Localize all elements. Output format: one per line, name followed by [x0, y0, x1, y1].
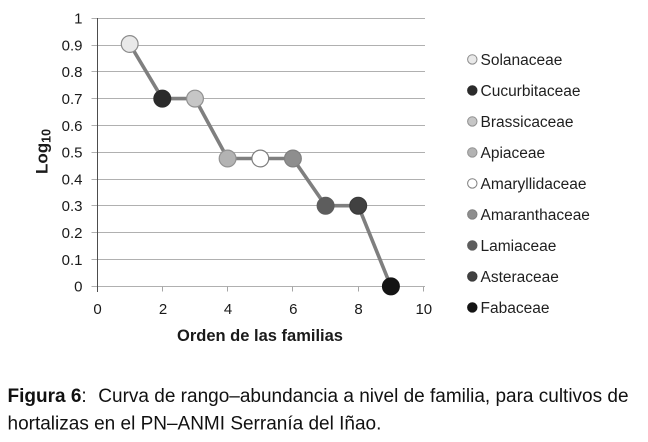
- svg-text:2: 2: [159, 301, 167, 318]
- svg-text:0.1: 0.1: [62, 252, 83, 269]
- svg-text:hortalizas en el PN–ANMI Serra: hortalizas en el PN–ANMI Serranía del Iñ…: [8, 414, 382, 435]
- svg-text:4: 4: [224, 301, 232, 318]
- svg-text:0: 0: [93, 301, 101, 318]
- svg-text:0.8: 0.8: [62, 64, 83, 81]
- svg-text:0.6: 0.6: [62, 118, 83, 135]
- svg-text:Log10: Log10: [33, 129, 54, 174]
- svg-text:0.2: 0.2: [62, 225, 83, 242]
- svg-text:8: 8: [354, 301, 362, 318]
- svg-text:10: 10: [415, 301, 432, 318]
- svg-text:Fabaceae: Fabaceae: [481, 300, 550, 317]
- svg-text:0.9: 0.9: [62, 37, 83, 54]
- svg-text:Brassicaceae: Brassicaceae: [481, 114, 574, 131]
- svg-text:0.7: 0.7: [62, 91, 83, 108]
- svg-text:1: 1: [74, 11, 82, 28]
- svg-text:Asteraceae: Asteraceae: [481, 269, 559, 286]
- svg-text:Lamiaceae: Lamiaceae: [481, 238, 557, 255]
- svg-text:0.3: 0.3: [62, 198, 83, 215]
- svg-text:Cucurbitaceae: Cucurbitaceae: [481, 83, 581, 100]
- svg-text:Solanaceae: Solanaceae: [481, 52, 563, 69]
- svg-text:Figura 6:Curva de rango–abunda: Figura 6: Curva de rango–abundancia a niv…: [8, 386, 629, 407]
- svg-text:Apiaceae: Apiaceae: [481, 145, 546, 162]
- svg-text:0.5: 0.5: [62, 145, 83, 162]
- svg-text:Orden de las familias: Orden de las familias: [177, 327, 343, 345]
- svg-text:0.4: 0.4: [62, 171, 83, 188]
- svg-text:Amaryllidaceae: Amaryllidaceae: [481, 176, 587, 193]
- svg-text:Amaranthaceae: Amaranthaceae: [481, 207, 590, 224]
- svg-text:6: 6: [289, 301, 297, 318]
- svg-text:0: 0: [74, 279, 82, 296]
